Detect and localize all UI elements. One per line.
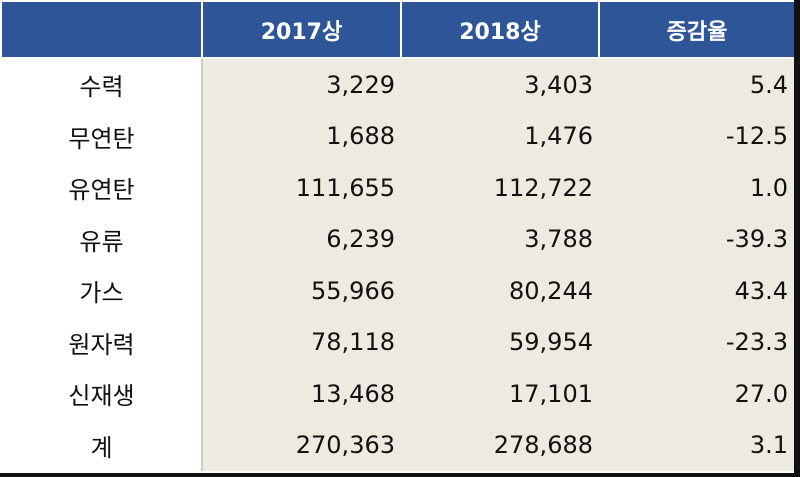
change-rate: 1.0 (599, 162, 794, 214)
value-2018: 3,788 (401, 213, 599, 265)
header-2017: 2017상 (202, 2, 402, 59)
row-label: 원자력 (2, 316, 202, 368)
row-label: 무연탄 (2, 110, 202, 162)
value-2018: 112,722 (401, 162, 599, 214)
value-2018: 17,101 (401, 368, 599, 420)
value-2018: 80,244 (401, 265, 599, 317)
row-label: 계 (2, 419, 202, 471)
row-label: 유류 (2, 213, 202, 265)
table-row: 유연탄 111,655 112,722 1.0 (2, 162, 794, 214)
header-category (2, 2, 203, 59)
energy-generation-table: 2017상 2018상 증감율 수력 3,229 3,403 5.4 무연탄 1… (2, 2, 794, 471)
row-label: 유연탄 (2, 162, 202, 214)
change-rate: 43.4 (599, 265, 794, 317)
value-2018: 59,954 (401, 316, 599, 368)
row-label: 수력 (2, 58, 202, 111)
row-label: 신재생 (2, 368, 202, 420)
row-label: 가스 (2, 265, 202, 317)
change-rate: -12.5 (599, 110, 794, 162)
header-2018: 2018상 (401, 2, 600, 59)
table-row: 무연탄 1,688 1,476 -12.5 (2, 110, 794, 162)
value-2018: 3,403 (401, 58, 599, 111)
value-2017: 6,239 (201, 213, 401, 265)
value-2017: 78,118 (201, 316, 401, 368)
value-2018: 1,476 (401, 110, 599, 162)
value-2017: 1,688 (201, 110, 401, 162)
table-row: 유류 6,239 3,788 -39.3 (2, 213, 794, 265)
value-2017: 13,468 (201, 368, 401, 420)
change-rate: -23.3 (599, 316, 794, 368)
value-2017: 270,363 (201, 419, 401, 471)
value-2017: 3,229 (201, 58, 401, 111)
change-rate: 27.0 (599, 368, 794, 420)
value-2017: 55,966 (201, 265, 401, 317)
table-row: 수력 3,229 3,403 5.4 (2, 58, 794, 111)
table-row: 신재생 13,468 17,101 27.0 (2, 368, 794, 420)
table-row-total: 계 270,363 278,688 3.1 (2, 419, 794, 471)
change-rate: -39.3 (599, 213, 794, 265)
change-rate: 3.1 (599, 419, 794, 471)
header-change-rate: 증감율 (599, 2, 794, 59)
table-row: 원자력 78,118 59,954 -23.3 (2, 316, 794, 368)
change-rate: 5.4 (599, 58, 794, 111)
table-row: 가스 55,966 80,244 43.4 (2, 265, 794, 317)
value-2018: 278,688 (401, 419, 599, 471)
table-header-row: 2017상 2018상 증감율 (2, 2, 794, 59)
value-2017: 111,655 (201, 162, 401, 214)
